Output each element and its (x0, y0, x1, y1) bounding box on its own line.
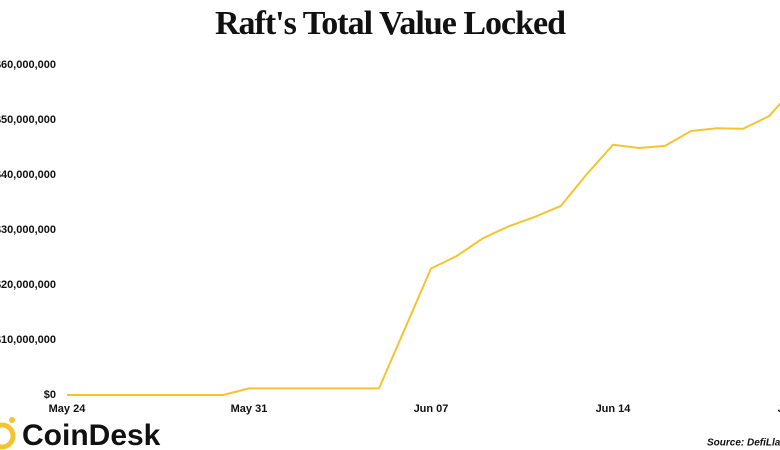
source: Source: DefiLlama (707, 438, 780, 449)
x-tick-label: May 24 (49, 403, 87, 415)
brand: CoinDesk (22, 419, 161, 450)
x-tick-label: Jun 14 (596, 403, 632, 415)
x-tick-label: Jun 07 (414, 403, 449, 415)
chart-title: Raft's Total Value Locked (215, 5, 566, 42)
x-tick-label: Jun 21 (778, 403, 780, 415)
y-tick-label: $50,000,000 (0, 114, 56, 126)
y-tick-label: $20,000,000 (0, 279, 56, 291)
y-tick-label: $10,000,000 (0, 334, 56, 346)
y-tick-label: $60,000,000 (0, 59, 56, 71)
y-tick-label: $40,000,000 (0, 169, 56, 181)
x-tick-label: May 31 (231, 403, 268, 415)
y-tick-label: $30,000,000 (0, 224, 56, 236)
logo-icon (0, 417, 16, 450)
line (67, 102, 780, 396)
y-tick-label: $0 (44, 389, 56, 401)
